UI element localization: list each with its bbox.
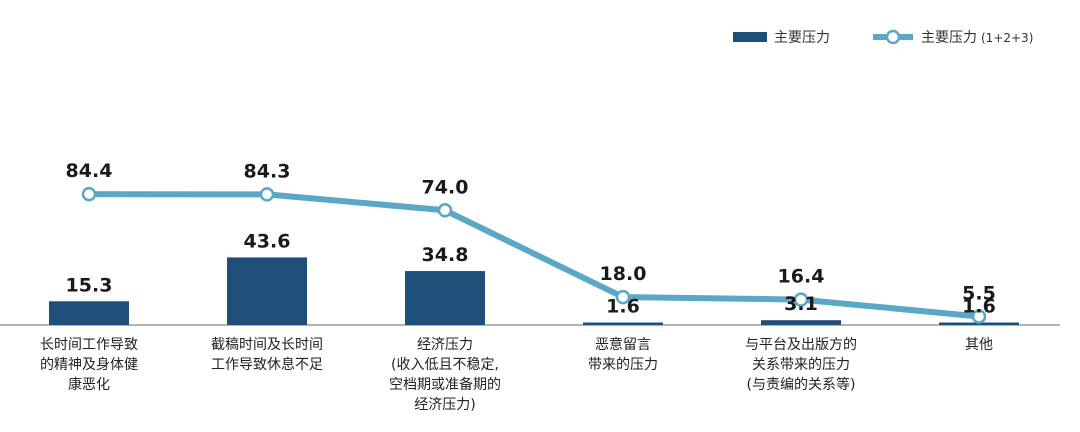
bar-value-label: 43.6 <box>244 230 291 252</box>
bar-value-label: 1.6 <box>606 296 640 318</box>
category-label-line: 的精神及身体健 <box>40 357 138 373</box>
category-label-line: 康恶化 <box>68 376 110 393</box>
category-label-line: 工作导致休息不足 <box>211 356 323 373</box>
bar-value-label: 3.1 <box>784 293 818 315</box>
line-value-label: 18.0 <box>600 263 647 285</box>
bar-value-label: 1.6 <box>962 296 996 318</box>
bar-value-label: 34.8 <box>422 244 469 266</box>
category-label-line: 截稿时间及长时间 <box>211 337 323 353</box>
category-label-line: 经济压力 <box>417 337 473 353</box>
category-labels: 长时间工作导致的精神及身体健康恶化 截稿时间及长时间工作导致休息不足 经济压力 (收入… <box>40 336 993 413</box>
category-label: 截稿时间及长时间工作导致休息不足 <box>211 337 323 373</box>
category-label-line: 带来的压力 <box>588 357 658 373</box>
line-point <box>81 186 97 202</box>
category-label-line: 关系带来的压力 <box>752 357 850 373</box>
bar <box>761 320 841 325</box>
line-point <box>259 187 275 202</box>
legend-bar-swatch <box>733 32 767 42</box>
legend-bar-label: 主要压力 <box>774 30 830 46</box>
category-label-line: (收入低且不稳定, <box>391 357 499 373</box>
category-label: 恶意留言带来的压力 <box>588 336 658 373</box>
bar <box>583 322 663 325</box>
line-value-label: 84.4 <box>66 160 113 182</box>
line-point <box>615 289 631 305</box>
category-label-line: 长时间工作导致 <box>40 337 138 353</box>
category-label-line: 空档期或准备期的 <box>389 376 501 393</box>
line-value-label: 84.3 <box>244 160 291 182</box>
category-label: 经济压力 (收入低且不稳定, 空档期或准备期的经济压力) <box>389 337 501 413</box>
line-value-label: 5.5 <box>962 282 996 304</box>
line-point <box>437 203 453 218</box>
legend: 主要压力 主要压力 (1+2+3) <box>733 29 1033 46</box>
category-label-line: 恶意留言 <box>595 336 651 353</box>
category-label-line: (与责编的关系等) <box>747 376 856 393</box>
bar-value-label: 15.3 <box>66 274 113 296</box>
legend-line-suffix: (1+2+3) <box>981 31 1033 45</box>
legend-line-marker <box>885 29 901 45</box>
bar <box>405 271 485 325</box>
line-path <box>88 191 980 320</box>
category-label-line: 经济压力) <box>414 397 475 413</box>
line-value-label: 74.0 <box>422 176 469 198</box>
category-label: 长时间工作导致的精神及身体健康恶化 <box>40 337 138 393</box>
bar <box>939 322 1019 325</box>
bar <box>227 257 307 325</box>
line-series <box>81 186 987 324</box>
category-label-line: 其他 <box>965 337 993 353</box>
line-point <box>971 309 987 324</box>
line-point <box>793 292 809 307</box>
line-value-label: 16.4 <box>778 266 825 288</box>
legend-line-name: 主要压力 <box>921 30 977 46</box>
line-value-labels: 84.4 84.3 74.0 18.0 16.4 5.5 <box>66 160 996 304</box>
category-label: 与平台及出版方的关系带来的压力 (与责编的关系等) <box>745 337 857 393</box>
bar <box>49 301 129 325</box>
bar-value-labels: 15.3 43.6 34.8 1.6 3.1 1.6 <box>66 230 996 317</box>
bar-series <box>49 257 1019 325</box>
category-label-line: 与平台及出版方的 <box>745 337 857 353</box>
category-label: 其他 <box>965 337 993 353</box>
legend-line-label: 主要压力 (1+2+3) <box>921 30 1033 46</box>
